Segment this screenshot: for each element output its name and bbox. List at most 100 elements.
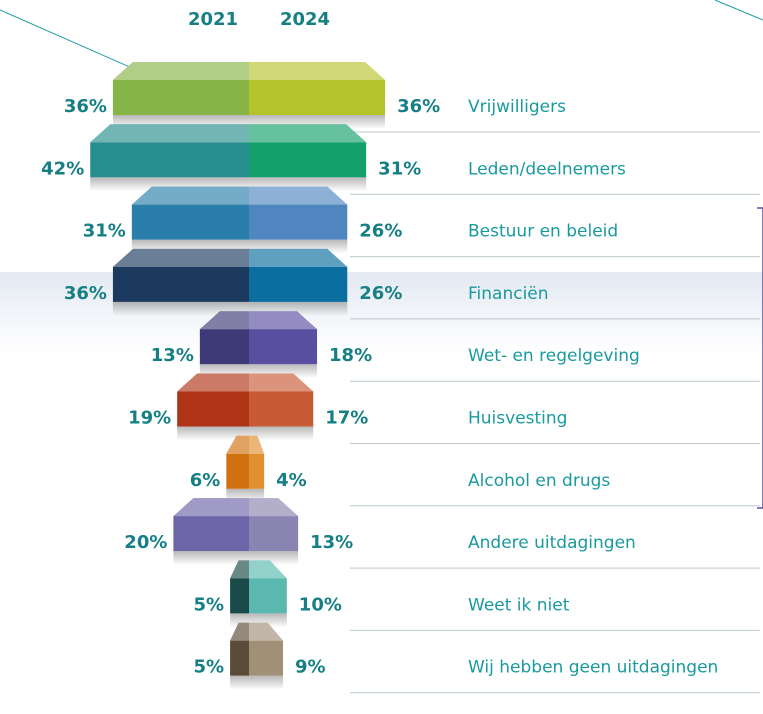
category-label: Vrijwilligers bbox=[468, 97, 566, 117]
bar-top bbox=[249, 373, 314, 392]
category-label: Weet ik niet bbox=[468, 595, 570, 615]
value-label: 31% bbox=[83, 221, 126, 242]
bar bbox=[131, 204, 249, 240]
bar-top-highlight bbox=[230, 622, 249, 641]
category-label: Alcohol en drugs bbox=[468, 471, 610, 491]
bar bbox=[249, 453, 265, 489]
bar bbox=[249, 204, 348, 240]
bar-top-highlight bbox=[90, 124, 250, 143]
bar bbox=[112, 80, 249, 115]
bar-top bbox=[230, 560, 249, 579]
value-label: 19% bbox=[128, 408, 171, 429]
bar-top-highlight bbox=[173, 498, 249, 517]
bar bbox=[199, 329, 249, 365]
value-label: 13% bbox=[151, 345, 194, 366]
bar-top bbox=[173, 498, 249, 517]
bar bbox=[249, 80, 386, 115]
bar-top-highlight bbox=[226, 435, 249, 454]
value-label: 26% bbox=[359, 283, 402, 304]
category-label: Bestuur en beleid bbox=[468, 222, 618, 242]
value-label: 10% bbox=[299, 594, 342, 615]
bar-top bbox=[249, 560, 287, 579]
bar-shadow bbox=[249, 426, 314, 441]
bar-top-highlight bbox=[199, 311, 249, 330]
bar-top-highlight bbox=[131, 186, 249, 205]
bar-top bbox=[226, 435, 249, 454]
bar-top bbox=[90, 124, 250, 143]
bar-top-highlight bbox=[112, 248, 249, 267]
decor-box bbox=[757, 207, 763, 509]
bar bbox=[249, 578, 287, 614]
bar-top bbox=[249, 435, 265, 454]
bar bbox=[249, 266, 348, 302]
bar bbox=[173, 516, 249, 552]
category-label: Wij hebben geen uitdagingen bbox=[468, 658, 718, 678]
bar-top bbox=[249, 186, 348, 205]
bar-shadow bbox=[230, 675, 249, 690]
bar bbox=[230, 640, 249, 676]
bar-top-highlight bbox=[249, 62, 386, 80]
legend-label: 2024 bbox=[280, 9, 330, 30]
value-label: 20% bbox=[124, 532, 167, 553]
category-label: Wet- en regelgeving bbox=[468, 346, 640, 366]
value-label: 13% bbox=[310, 532, 353, 553]
bar-top bbox=[131, 186, 249, 205]
bar bbox=[177, 391, 249, 427]
bar-top bbox=[177, 373, 249, 392]
bar-top-highlight bbox=[249, 248, 348, 267]
bar-top bbox=[249, 311, 318, 330]
bar-shadow bbox=[177, 426, 249, 441]
value-label: 26% bbox=[359, 221, 402, 242]
value-label: 42% bbox=[41, 158, 84, 179]
value-label: 18% bbox=[329, 345, 372, 366]
decor-line bbox=[0, 9, 133, 69]
bar bbox=[112, 266, 249, 302]
bar-shadow bbox=[249, 675, 284, 690]
bar bbox=[230, 578, 249, 614]
bar-top-highlight bbox=[249, 373, 314, 392]
bar-top-highlight bbox=[249, 124, 367, 143]
value-label: 4% bbox=[276, 470, 307, 491]
category-label: Leden/deelnemers bbox=[468, 159, 626, 179]
value-label: 5% bbox=[194, 657, 225, 678]
legend-label: 2021 bbox=[188, 9, 238, 30]
bar-top bbox=[249, 248, 348, 267]
bar-top-highlight bbox=[249, 560, 287, 579]
bar-top-highlight bbox=[249, 186, 348, 205]
bar bbox=[249, 142, 367, 178]
value-label: 9% bbox=[295, 657, 326, 678]
bar-top-highlight bbox=[230, 560, 249, 579]
value-label: 36% bbox=[64, 96, 107, 117]
bar-shadow bbox=[112, 301, 249, 316]
bar-top bbox=[230, 622, 249, 641]
bar-shadow bbox=[173, 551, 249, 566]
bar-top bbox=[249, 124, 367, 143]
bar-top-highlight bbox=[112, 62, 249, 80]
category-label: Huisvesting bbox=[468, 409, 567, 429]
category-label: Financiën bbox=[468, 284, 549, 304]
bar-top-highlight bbox=[249, 498, 299, 517]
plot: 2021 2024 36% 36% Vrijwilligers 42% 31% Leden/d… bbox=[41, 9, 760, 694]
value-label: 5% bbox=[194, 594, 225, 615]
value-label: 36% bbox=[64, 283, 107, 304]
category-label: Andere uitdagingen bbox=[468, 533, 636, 553]
bar bbox=[249, 640, 284, 676]
bar bbox=[249, 391, 314, 427]
bar bbox=[90, 142, 250, 178]
bar-top-highlight bbox=[249, 622, 284, 641]
bar-top bbox=[199, 311, 249, 330]
bar-top bbox=[249, 622, 284, 641]
bar-top bbox=[112, 62, 249, 80]
bar-top-highlight bbox=[177, 373, 249, 392]
value-label: 6% bbox=[190, 470, 221, 491]
bar-top bbox=[249, 498, 299, 517]
bar bbox=[249, 329, 318, 365]
bar bbox=[249, 516, 299, 552]
value-label: 36% bbox=[397, 96, 440, 117]
bar bbox=[226, 453, 249, 489]
bar-top bbox=[249, 62, 386, 80]
value-label: 31% bbox=[378, 158, 421, 179]
value-label: 17% bbox=[325, 408, 368, 429]
bar-top-highlight bbox=[249, 311, 318, 330]
